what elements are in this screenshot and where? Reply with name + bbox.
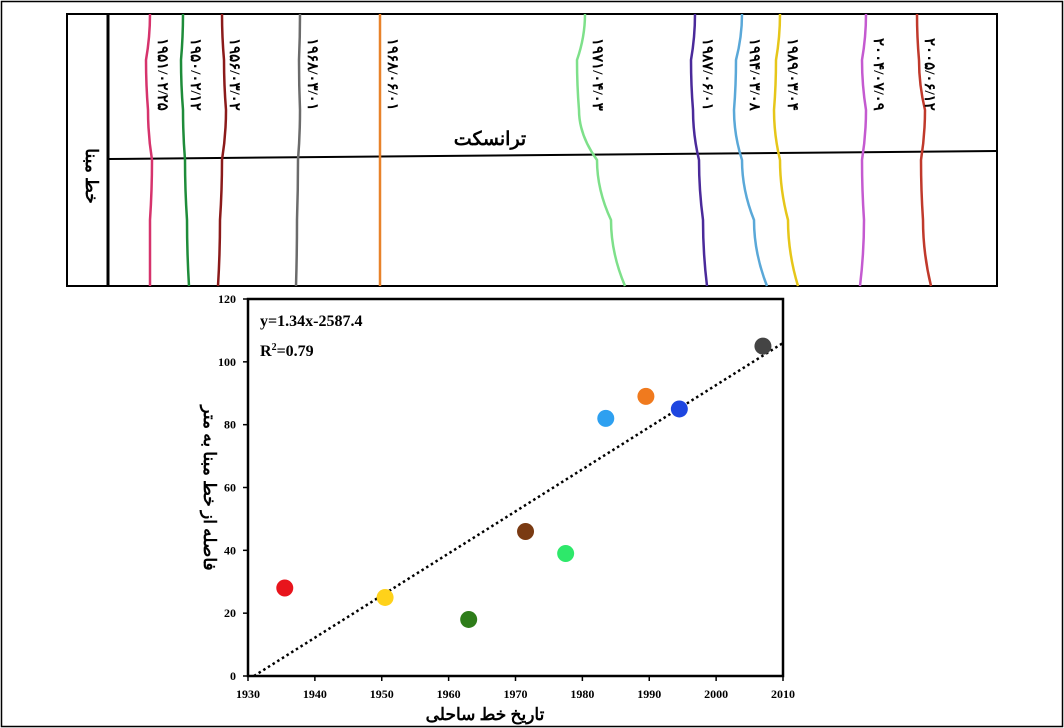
shoreline-date-label: ۱۹۶۸/۰۶/۰۱: [384, 38, 400, 111]
transect-label: ترانسکت: [454, 129, 526, 150]
shoreline-panel: خط مبنا ترانسکت ۱۹۵۱/۰۲/۲۵ ۱۹۵۰/۰۲/۱۲ ۱۹۵۶…: [66, 13, 998, 287]
x-tick-label: 1950: [370, 687, 394, 701]
shoreline-date-label: ۲۰۰۵/۰۶/۱۲: [921, 38, 937, 111]
shoreline-curve: [689, 13, 709, 287]
shoreline-curve: [144, 13, 154, 286]
shoreline-curve: [294, 13, 302, 287]
shoreline-curve: [179, 13, 191, 287]
y-axis-ticks: 0 20 40 60 80 100 120: [218, 292, 248, 683]
shoreline-date-label: ۱۹۵۰/۰۲/۱۲: [187, 38, 203, 111]
y-tick-label: 100: [218, 355, 236, 369]
shoreline-date-label: ۱۹۶۸/۰۳/۰۱: [304, 38, 320, 111]
y-tick-label: 60: [224, 481, 236, 495]
shoreline-curve: [575, 13, 627, 287]
data-point: [637, 387, 655, 405]
shoreline-date-label: ۲۰۰۴/۰۷/۰۹: [870, 38, 886, 111]
shoreline-date-label: ۱۹۵۱/۰۲/۲۵: [154, 38, 170, 111]
data-point: [276, 579, 294, 597]
data-point: [557, 544, 575, 562]
shoreline-curves: ۱۹۵۱/۰۲/۲۵ ۱۹۵۰/۰۲/۱۲ ۱۹۵۶/۰۳/۰۲ ۱۹۶۸/۰۳/۰۱…: [144, 13, 937, 287]
x-tick-label: 1980: [570, 687, 594, 701]
x-tick-label: 1990: [637, 687, 661, 701]
shoreline-curve: [915, 13, 933, 287]
shoreline-date-label: ۱۹۹۴/۰۳/۰۸: [746, 38, 762, 112]
shoreline-date-label: ۱۹۸۹/۰۳/۰۴: [784, 38, 800, 111]
shoreline-curve: [732, 13, 769, 287]
x-tick-label: 1960: [437, 687, 461, 701]
x-tick-label: 2010: [771, 687, 795, 701]
data-point: [754, 337, 772, 355]
shoreline-curve: [772, 13, 800, 287]
equation-label: y=1.34x-2587.4: [260, 313, 362, 330]
scatter-chart: 0 20 40 60 80 100 120 1930 1940 1950 1960 1970 1980…: [199, 292, 795, 725]
x-tick-label: 1930: [236, 687, 260, 701]
y-tick-label: 40: [224, 543, 236, 557]
shoreline-curve: [216, 13, 228, 287]
data-point: [517, 522, 535, 540]
shoreline-panel-box: [66, 13, 998, 287]
y-tick-label: 0: [230, 669, 236, 683]
r2-value: =0.79: [277, 343, 314, 360]
data-point: [460, 610, 478, 628]
y-tick-label: 120: [218, 292, 236, 306]
baseline-label: خط مبنا: [82, 148, 101, 203]
plot-area: [246, 297, 785, 678]
data-point: [376, 588, 394, 606]
x-axis-label: تاریخ خط ساحلی: [426, 705, 545, 725]
data-point: [597, 409, 615, 427]
shoreline-date-label: ۱۹۷۱/۰۴/۰۳: [589, 38, 605, 111]
shoreline-date-label: ۱۹۵۶/۰۳/۰۲: [226, 38, 242, 111]
y-tick-label: 20: [224, 606, 236, 620]
data-points: [276, 337, 772, 628]
y-axis-label: فاصله از خط مبنا به متر: [199, 403, 219, 570]
x-tick-label: 1940: [303, 687, 327, 701]
y-tick-label: 80: [224, 418, 236, 432]
x-tick-label: 2000: [704, 687, 728, 701]
shoreline-curve: [858, 13, 868, 287]
x-tick-label: 1970: [504, 687, 528, 701]
data-point: [670, 400, 688, 418]
r2-label: R2=0.79: [260, 342, 314, 360]
transect-line: [107, 150, 998, 160]
x-axis-ticks: 1930 1940 1950 1960 1970 1980 1990 2000 2010: [236, 676, 795, 701]
shoreline-date-label: ۱۹۸۷/۰۶/۰۱: [699, 38, 715, 111]
r2-superscript: 2: [272, 342, 277, 353]
r2-letter: R: [260, 343, 272, 360]
